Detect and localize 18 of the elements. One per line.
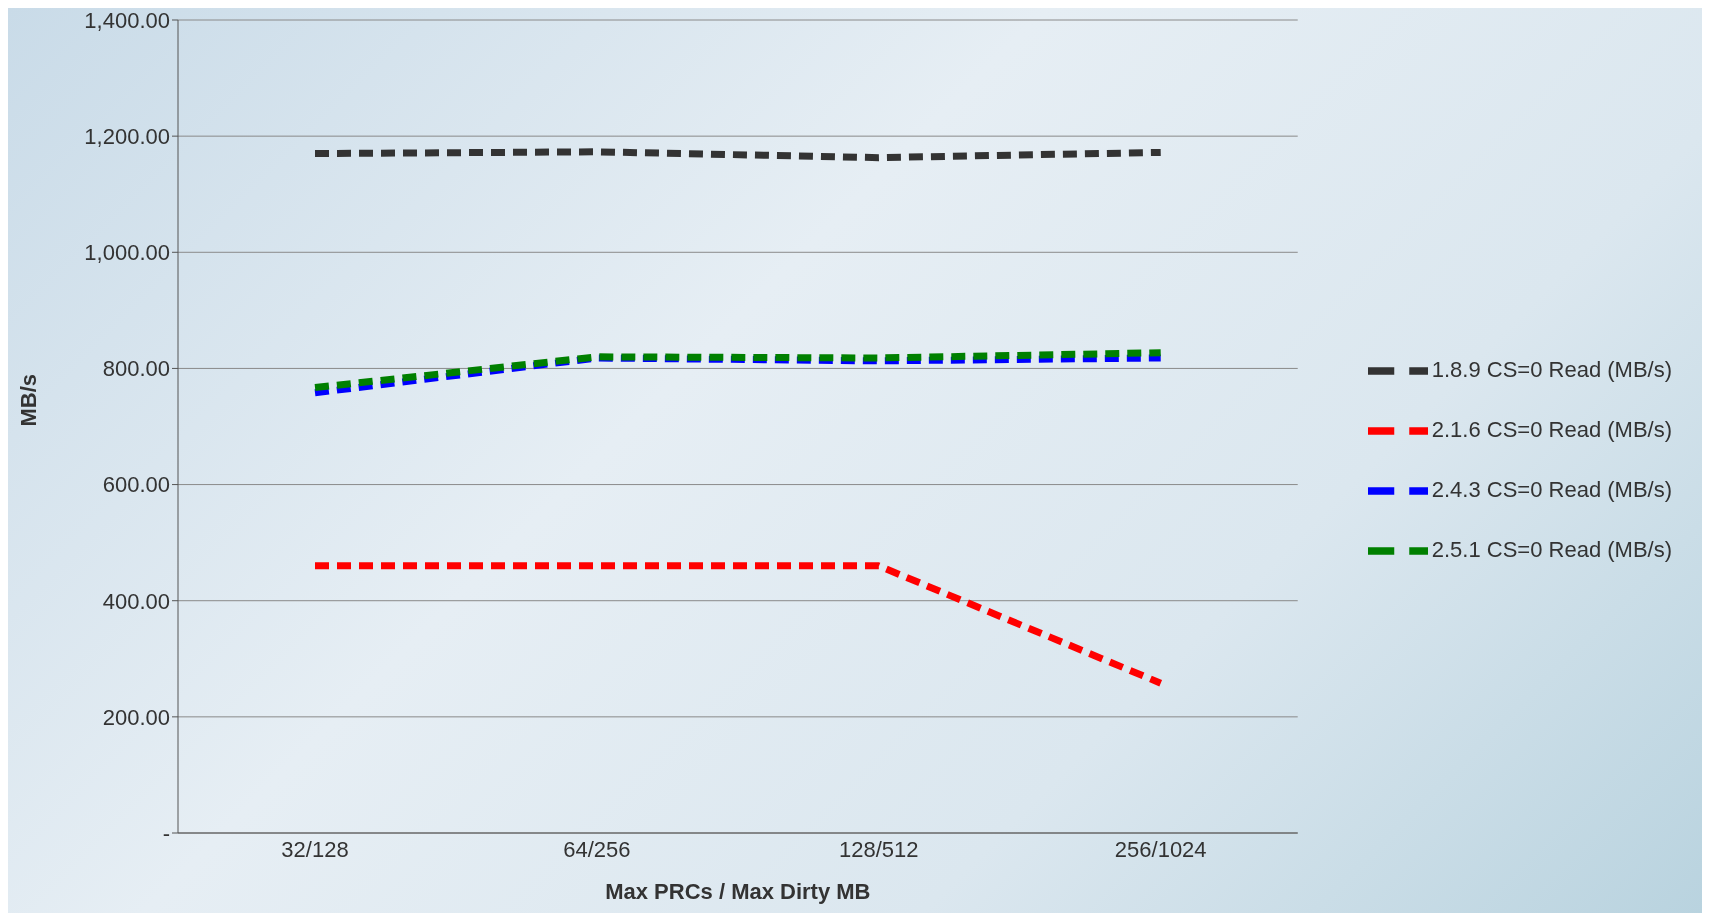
legend-label: 1.8.9 CS=0 Read (MB/s) (1431, 356, 1672, 382)
y-tick-label: 1,400.00 (84, 7, 170, 33)
legend-label: 2.5.1 CS=0 Read (MB/s) (1431, 536, 1672, 562)
x-tick-label: 256/1024 (1114, 836, 1207, 862)
y-tick-label: 1,200.00 (84, 123, 170, 149)
legend-label: 2.4.3 CS=0 Read (MB/s) (1431, 476, 1672, 502)
x-tick-label: 128/512 (839, 836, 919, 862)
y-tick-label: - (162, 820, 170, 846)
legend-label: 2.1.6 CS=0 Read (MB/s) (1431, 416, 1672, 442)
y-tick-label: 600.00 (102, 472, 170, 498)
y-tick-label: 200.00 (102, 704, 170, 730)
y-tick-label: 1,000.00 (84, 240, 170, 266)
y-axis-title: MB/s (15, 373, 41, 427)
x-tick-label: 32/128 (281, 836, 349, 862)
y-tick-label: 800.00 (102, 356, 170, 382)
x-axis-title: Max PRCs / Max Dirty MB (605, 879, 871, 904)
y-tick-label: 400.00 (102, 588, 170, 614)
x-tick-label: 64/256 (563, 836, 631, 862)
